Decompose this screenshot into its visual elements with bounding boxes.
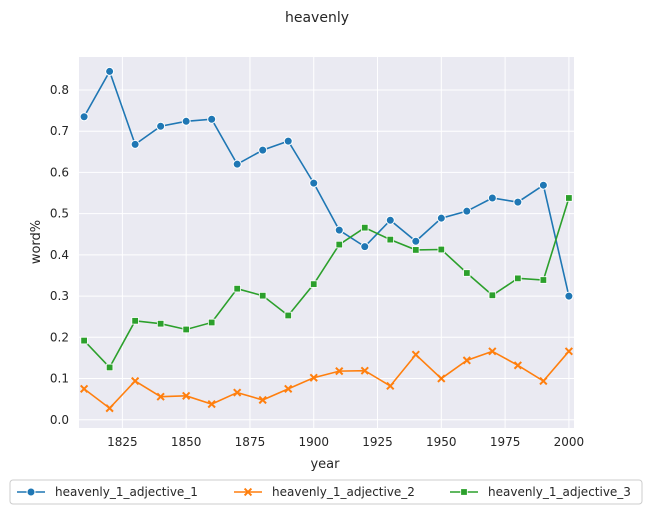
legend-marker [26,487,36,497]
data-point [258,395,267,405]
data-point [105,363,114,372]
data-point [79,112,89,122]
legend-frame [9,479,643,505]
data-point [360,242,370,252]
series-markers [79,66,574,413]
data-point [539,276,548,284]
data-point [360,366,369,375]
data-point [309,373,318,382]
series-line-3 [83,197,570,369]
data-point [79,384,89,393]
data-point [334,225,344,235]
data-point [335,240,343,249]
data-point [538,180,548,190]
x-axis-ticks: 1825 1850 1875 1900 1925 1950 1975 2000 [107,435,584,449]
data-point [207,399,216,409]
data-point [564,347,574,356]
legend-label: heavenly_1_adjective_1 [55,485,198,499]
data-point [411,350,420,359]
data-point [437,374,446,383]
y-tick-label: 0.1 [50,372,69,386]
data-point [539,376,548,386]
x-tick-label: 1925 [362,435,393,449]
legend-label: heavenly_1_adjective_2 [272,485,415,499]
data-point [462,356,471,365]
data-point [513,361,522,370]
data-point [233,284,241,293]
data-point [156,320,165,328]
data-point [283,136,293,146]
y-tick-label: 0.6 [50,165,69,179]
data-point [335,367,344,376]
x-tick-label: 1825 [107,435,138,449]
plot-area [79,57,574,428]
data-point [463,269,471,277]
data-point [487,193,497,203]
y-tick-label: 0.2 [50,330,69,344]
data-point [156,121,166,131]
y-tick-label: 0.8 [50,83,69,97]
data-point [411,236,421,246]
legend-item: heavenly_1_adjective_1 [17,485,198,499]
data-point [207,114,217,124]
data-point [309,178,319,188]
data-point [437,245,446,254]
data-point [80,336,88,345]
data-point [233,388,242,397]
data-point [105,66,115,76]
legend-label: heavenly_1_adjective_3 [488,485,631,499]
y-tick-label: 0.0 [50,413,69,427]
data-point [131,376,140,386]
x-tick-label: 2000 [554,435,585,449]
x-tick-label: 1900 [298,435,329,449]
data-point [130,139,140,149]
legend-marker [243,487,253,497]
series-line-2 [83,350,570,410]
data-point [181,116,191,126]
data-point [105,404,114,413]
data-point [207,318,216,327]
y-axis-ticks: 0.0 0.1 0.2 0.3 0.4 0.5 0.6 0.7 0.8 [50,83,69,427]
data-point [259,291,267,300]
data-point [361,223,369,232]
legend: heavenly_1_adjective_1 heavenly_1_adjecti… [9,479,643,505]
data-point [284,311,292,320]
data-point [284,384,293,393]
data-point [182,325,190,334]
legend-item: heavenly_1_adjective_2 [234,485,415,499]
y-tick-label: 0.4 [50,248,69,262]
data-point [310,280,318,288]
legend-item: heavenly_1_adjective_3 [450,485,631,499]
data-point [488,347,497,356]
y-tick-label: 0.3 [50,289,69,303]
grid-lines [79,57,574,428]
data-point [131,317,139,325]
x-tick-label: 1975 [490,435,521,449]
data-point [156,392,165,401]
data-point [488,291,497,299]
y-tick-label: 0.7 [50,124,69,138]
data-point [385,215,395,225]
y-tick-label: 0.5 [50,207,69,221]
x-tick-label: 1850 [171,435,202,449]
data-point [513,197,523,207]
data-point [386,381,395,391]
x-axis-label: year [310,457,340,472]
y-axis-label: word% [29,220,44,264]
data-point [386,235,394,244]
data-point [182,391,191,400]
data-point [258,145,268,155]
data-point [565,194,573,202]
x-tick-label: 1950 [426,435,457,449]
data-point [564,291,574,301]
x-tick-label: 1875 [235,435,266,449]
data-point [412,246,420,254]
data-point [436,213,446,223]
chart-title: heavenly [285,10,349,26]
legend-marker [460,488,468,496]
data-point [514,274,522,283]
data-point [232,159,242,169]
data-point [462,206,472,216]
